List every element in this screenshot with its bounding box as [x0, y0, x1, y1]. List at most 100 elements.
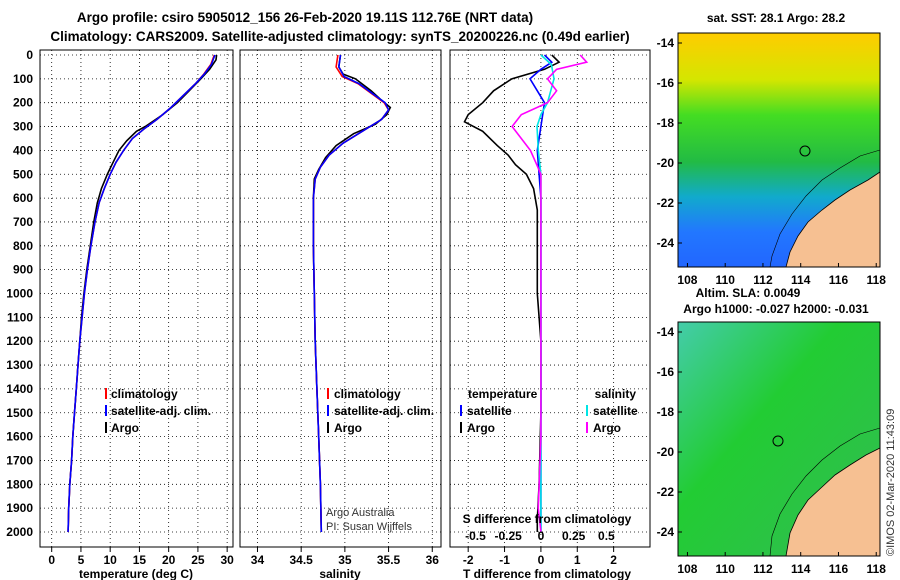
sla-map-frame — [677, 321, 881, 557]
depth-tick-label: 500 — [13, 167, 33, 181]
series-satellite-adj-clim- — [312, 54, 390, 533]
temperature-legend: climatology satellite-adj. clim. Argo — [105, 387, 211, 435]
legend-label-t-satellite: satellite — [467, 404, 512, 418]
lon-tick-label: 112 — [753, 273, 773, 287]
lat-tick-label: -24 — [657, 236, 675, 250]
series-argo — [67, 54, 218, 533]
lon-tick-label: 118 — [867, 273, 887, 287]
s-tick-label: 0.5 — [598, 529, 615, 543]
x-tick-label: 25 — [191, 553, 205, 567]
temperature-xticks: 0 5 10 15 20 25 30 — [48, 547, 234, 567]
s-tick-label: -0.5 — [465, 529, 486, 543]
lon-tick-label: 110 — [716, 273, 736, 287]
title-line-1: Argo profile: csiro 5905012_156 26-Feb-2… — [77, 10, 533, 25]
x-tick-label: 0 — [48, 553, 55, 567]
difference-grid — [450, 50, 650, 547]
depth-tick-label: 1400 — [6, 382, 33, 396]
legend-title-temperature: temperature — [468, 387, 538, 401]
difference-panel: -2 -1 0 1 2 -0.5 -0.25 0 0.25 0.5 S difference f… — [449, 49, 651, 580]
legend-swatch-climatology — [105, 388, 107, 399]
legend-label-climatology: climatology — [334, 387, 401, 401]
depth-tick-label: 1800 — [6, 477, 33, 491]
legend-label-satellite: satellite-adj. clim. — [334, 404, 434, 418]
salinity-legend: climatology satellite-adj. clim. Argo — [327, 387, 434, 435]
x-tick-label: 36 — [426, 553, 440, 567]
sla-map: Altim. SLA: 0.0049 Argo h1000: -0.027 h2… — [657, 286, 887, 576]
difference-lines — [463, 54, 589, 533]
lat-tick-label: -22 — [657, 485, 675, 499]
sst-shelf-contour — [769, 149, 881, 268]
difference-xticks: -2 -1 0 1 2 — [463, 547, 617, 567]
depth-tick-label: 700 — [13, 215, 33, 229]
sla-map-title-2: Argo h1000: -0.027 h2000: -0.031 — [683, 302, 869, 316]
difference-legend: temperature satellite Argo salinity sate… — [460, 387, 638, 435]
depth-tick-label: 1200 — [6, 334, 33, 348]
series-satellite-adj-clim- — [67, 54, 216, 533]
lat-tick-label: -16 — [657, 365, 675, 379]
x-tick-label: -1 — [499, 553, 510, 567]
depth-tick-label: 1500 — [6, 406, 33, 420]
legend-label-climatology: climatology — [111, 387, 178, 401]
x-tick-label: 0 — [538, 553, 545, 567]
imos-watermark: ©IMOS 02-Mar-2020 11:43:09 — [885, 409, 897, 556]
lat-tick-label: -14 — [657, 325, 675, 339]
lon-tick-label: 112 — [753, 562, 773, 576]
sst-lon-ticks: 108 110 112 114 116 118 — [677, 263, 886, 287]
depth-tick-label: 1000 — [6, 287, 33, 301]
x-tick-label: 35 — [338, 553, 352, 567]
sla-map-title-1: Altim. SLA: 0.0049 — [696, 286, 801, 300]
legend-label-t-argo: Argo — [467, 421, 495, 435]
depth-tick-label: 1600 — [6, 430, 33, 444]
legend-label-satellite: satellite-adj. clim. — [111, 404, 211, 418]
temperature-grid — [40, 50, 233, 547]
sla-lon-ticks: 108 110 112 114 116 118 — [677, 552, 886, 576]
x-tick-label: 35.5 — [377, 553, 401, 567]
legend-swatch-t-satellite — [460, 405, 462, 416]
lat-tick-label: -22 — [657, 196, 675, 210]
sst-float-marker — [799, 145, 811, 157]
depth-tick-label: 200 — [13, 96, 33, 110]
salinity-lines — [312, 54, 392, 533]
depth-tick-label: 800 — [13, 239, 33, 253]
credit-pi: PI: Susan Wijffels — [326, 521, 412, 533]
legend-swatch-s-satellite — [586, 405, 588, 416]
lat-tick-label: -24 — [657, 525, 675, 539]
salinity-xlabel: salinity — [319, 567, 361, 580]
lon-tick-label: 114 — [791, 562, 811, 576]
salinity-panel: 34 34.5 35 35.5 36 salinity climatology sate… — [239, 49, 442, 580]
x-tick-label: 1 — [574, 553, 581, 567]
sla-float-marker — [772, 435, 784, 447]
lon-tick-label: 110 — [716, 562, 736, 576]
salinity-plot-frame — [239, 49, 442, 548]
s-tick-label: 0.25 — [562, 529, 586, 543]
difference-plot-frame — [449, 49, 651, 548]
lon-tick-label: 118 — [867, 562, 887, 576]
sst-map-frame — [677, 32, 881, 268]
x-tick-label: -2 — [463, 553, 474, 567]
lon-tick-label: 116 — [829, 562, 849, 576]
depth-tick-label: 1300 — [6, 358, 33, 372]
sst-lat-ticks: -14 -16 -18 -20 -22 -24 — [657, 36, 682, 250]
depth-tick-label: 600 — [13, 191, 33, 205]
x-tick-label: 15 — [133, 553, 147, 567]
difference-xlabel: T difference from climatology — [463, 567, 631, 580]
temperature-lines — [67, 54, 218, 533]
lon-tick-label: 114 — [791, 273, 811, 287]
legend-swatch-climatology — [327, 388, 329, 399]
s-tick-label: 0 — [538, 529, 545, 543]
temperature-xlabel: temperature (deg C) — [79, 567, 193, 580]
title-line-2: Climatology: CARS2009. Satellite-adjuste… — [50, 29, 629, 44]
series-s-argo — [511, 54, 589, 533]
legend-label-s-satellite: satellite — [593, 404, 638, 418]
legend-label-argo: Argo — [334, 421, 362, 435]
salinity-xticks: 34 34.5 35 35.5 36 — [251, 547, 439, 567]
legend-swatch-s-argo — [586, 422, 588, 433]
depth-tick-label: 900 — [13, 263, 33, 277]
lon-tick-label: 108 — [677, 273, 697, 287]
x-tick-label: 2 — [610, 553, 617, 567]
x-tick-label: 30 — [220, 553, 234, 567]
legend-label-argo: Argo — [111, 421, 139, 435]
lat-tick-label: -18 — [657, 116, 675, 130]
legend-label-s-argo: Argo — [593, 421, 621, 435]
